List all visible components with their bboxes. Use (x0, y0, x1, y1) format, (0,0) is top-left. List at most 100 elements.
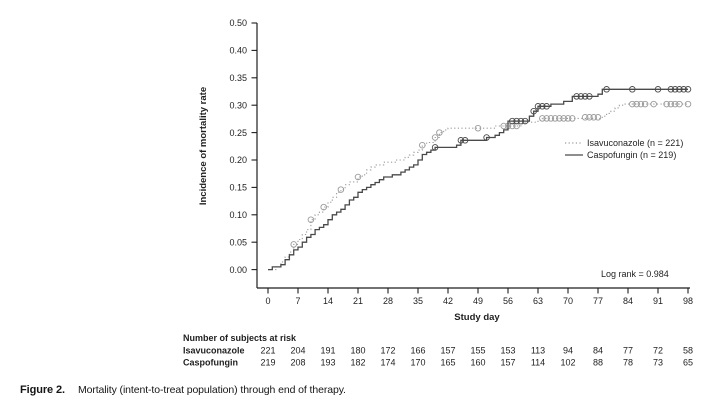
x-tick-label: 91 (653, 296, 663, 306)
censor-mark (560, 115, 567, 122)
censor-marks-caspofungin (431, 86, 692, 151)
censor-mark (461, 137, 469, 144)
censor-mark (581, 93, 589, 100)
censor-mark (543, 115, 550, 122)
risk-value: 78 (623, 358, 633, 368)
censor-mark (650, 100, 657, 108)
censor-mark (667, 86, 675, 93)
censor-mark (320, 203, 327, 211)
x-axis-ticks: 0 7 14 21 28 35 42 49 56 63 70 77 84 91 98 (265, 288, 693, 306)
censor-mark (684, 86, 692, 93)
risk-value: 157 (440, 346, 455, 356)
risk-value: 166 (410, 346, 425, 356)
risk-value: 65 (683, 358, 693, 368)
y-axis-ticks: 0.00 0.05 0.10 0.15 0.20 0.25 0.30 0.35 0.40 0.50 (229, 18, 257, 275)
risk-value: 180 (350, 346, 365, 356)
risk-value: 102 (560, 358, 575, 368)
x-axis-title: Study day (454, 312, 500, 323)
risk-value: 172 (380, 346, 395, 356)
censor-mark (629, 86, 636, 93)
censor-mark (431, 144, 439, 151)
censor-mark (419, 141, 426, 149)
censor-mark (474, 124, 482, 132)
risk-value: 165 (440, 358, 455, 368)
censor-mark (539, 115, 546, 122)
censor-mark (629, 100, 636, 108)
curve-isavuconazole (268, 103, 688, 271)
censor-mark (586, 93, 593, 100)
censor-mark (684, 100, 692, 108)
y-tick-label: 0.20 (229, 155, 247, 165)
x-tick-label: 0 (265, 296, 270, 306)
censor-mark (513, 117, 520, 125)
risk-value: 208 (290, 358, 305, 368)
curve-caspofungin (268, 88, 688, 271)
risk-value: 170 (410, 358, 425, 368)
risk-value: 160 (470, 358, 485, 368)
risk-value: 221 (260, 346, 275, 356)
censor-mark (564, 115, 572, 122)
censor-mark (581, 114, 589, 121)
figure-caption-label: Figure 2. (20, 384, 65, 396)
figure-caption-text: Mortality (intent-to-treat population) t… (77, 384, 346, 396)
kaplan-meier-plot: Incidence of mortality rate Study day 0.0… (183, 18, 693, 368)
censor-mark (509, 117, 516, 125)
risk-value: 219 (260, 358, 275, 368)
y-tick-label: 0.35 (229, 73, 247, 83)
x-tick-label: 28 (383, 296, 393, 306)
censor-mark (436, 129, 443, 136)
y-tick-label: 0.00 (229, 265, 247, 275)
y-tick-label: 0.25 (229, 128, 247, 138)
x-tick-label: 63 (533, 296, 543, 306)
risk-value: 84 (593, 346, 603, 356)
censor-mark (633, 100, 640, 108)
risk-value: 113 (531, 346, 545, 356)
survival-curves (268, 86, 692, 271)
censor-mark (431, 134, 439, 141)
log-rank-text: Log rank = 0.984 (601, 269, 669, 279)
censor-mark (517, 117, 525, 125)
censor-mark (513, 122, 520, 130)
censor-mark (603, 86, 610, 93)
log-rank-annotation: Log rank = 0.984 (601, 269, 669, 279)
x-tick-label: 98 (683, 296, 693, 306)
censor-mark (676, 86, 683, 93)
risk-value: 174 (380, 358, 395, 368)
legend-label: Isavuconazole (n = 221) (587, 138, 683, 148)
x-tick-label: 56 (503, 296, 513, 306)
censor-marks-isavuconazole (290, 100, 692, 248)
legend: Isavuconazole (n = 221) Caspofungin (n = … (565, 138, 683, 160)
y-tick-label: 0.30 (229, 100, 247, 110)
censor-mark (586, 114, 593, 121)
censor-mark (547, 115, 555, 122)
x-tick-label: 14 (323, 296, 333, 306)
y-tick-label: 0.50 (229, 18, 247, 28)
censor-mark (337, 186, 345, 193)
risk-row-label-isavuconazole: Isavuconazole (183, 346, 245, 356)
censor-mark (543, 103, 550, 110)
censor-mark (680, 86, 687, 93)
censor-mark (569, 115, 576, 122)
risk-value: 191 (320, 346, 335, 356)
censor-mark (594, 114, 602, 121)
censor-mark (556, 115, 563, 122)
censor-mark (521, 117, 529, 125)
legend-label: Caspofungin (n = 219) (587, 150, 676, 160)
x-tick-label: 84 (623, 296, 633, 306)
censor-mark (539, 103, 546, 110)
censor-mark (676, 100, 683, 108)
x-tick-label: 42 (443, 296, 453, 306)
risk-value: 77 (623, 346, 633, 356)
censor-mark (671, 100, 679, 108)
risk-value: 193 (320, 358, 335, 368)
censor-mark (530, 107, 537, 115)
censor-mark (534, 103, 542, 110)
censor-mark (654, 86, 662, 93)
censor-mark (637, 100, 645, 108)
y-tick-label: 0.05 (229, 237, 247, 247)
censor-mark (667, 100, 675, 108)
axes: Incidence of mortality rate Study day (198, 23, 690, 323)
y-axis-title: Incidence of mortality rate (198, 87, 209, 205)
risk-value: 153 (500, 346, 515, 356)
